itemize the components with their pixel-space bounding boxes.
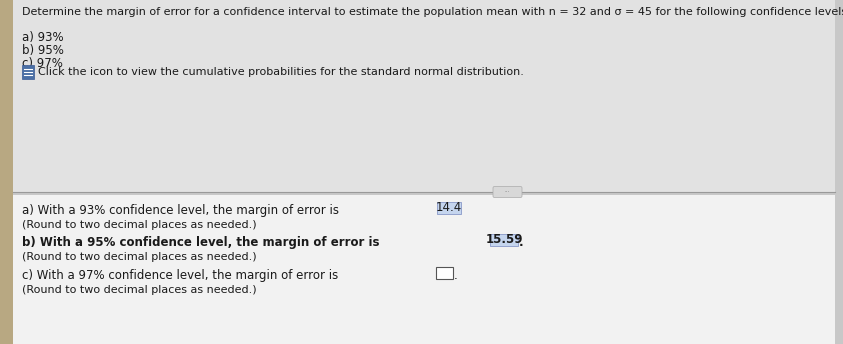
Text: a) With a 93% confidence level, the margin of error is: a) With a 93% confidence level, the marg… (22, 204, 343, 217)
Text: (Round to two decimal places as needed.): (Round to two decimal places as needed.) (22, 285, 256, 295)
Text: b) With a 95% confidence level, the margin of error is: b) With a 95% confidence level, the marg… (22, 236, 384, 249)
Text: 14.4: 14.4 (436, 201, 462, 214)
Text: (Round to two decimal places as needed.): (Round to two decimal places as needed.) (22, 220, 256, 230)
Text: (Round to two decimal places as needed.): (Round to two decimal places as needed.) (22, 252, 256, 262)
Text: .: . (454, 269, 458, 282)
FancyBboxPatch shape (437, 267, 454, 279)
FancyBboxPatch shape (493, 186, 522, 197)
FancyBboxPatch shape (22, 65, 34, 79)
Text: a) 93%: a) 93% (22, 31, 63, 44)
FancyBboxPatch shape (0, 0, 13, 344)
FancyBboxPatch shape (490, 234, 518, 246)
Text: Click the icon to view the cumulative probabilities for the standard normal dist: Click the icon to view the cumulative pr… (38, 67, 524, 77)
Text: c) With a 97% confidence level, the margin of error is: c) With a 97% confidence level, the marg… (22, 269, 342, 282)
Text: 15.59: 15.59 (486, 233, 523, 246)
Text: ···: ··· (505, 190, 510, 194)
Text: b) 95%: b) 95% (22, 44, 64, 57)
FancyBboxPatch shape (13, 0, 835, 192)
Text: Determine the margin of error for a confidence interval to estimate the populati: Determine the margin of error for a conf… (22, 7, 843, 17)
FancyBboxPatch shape (438, 202, 461, 214)
FancyBboxPatch shape (13, 195, 835, 344)
Text: .: . (519, 236, 524, 249)
Text: c) 97%: c) 97% (22, 57, 63, 70)
